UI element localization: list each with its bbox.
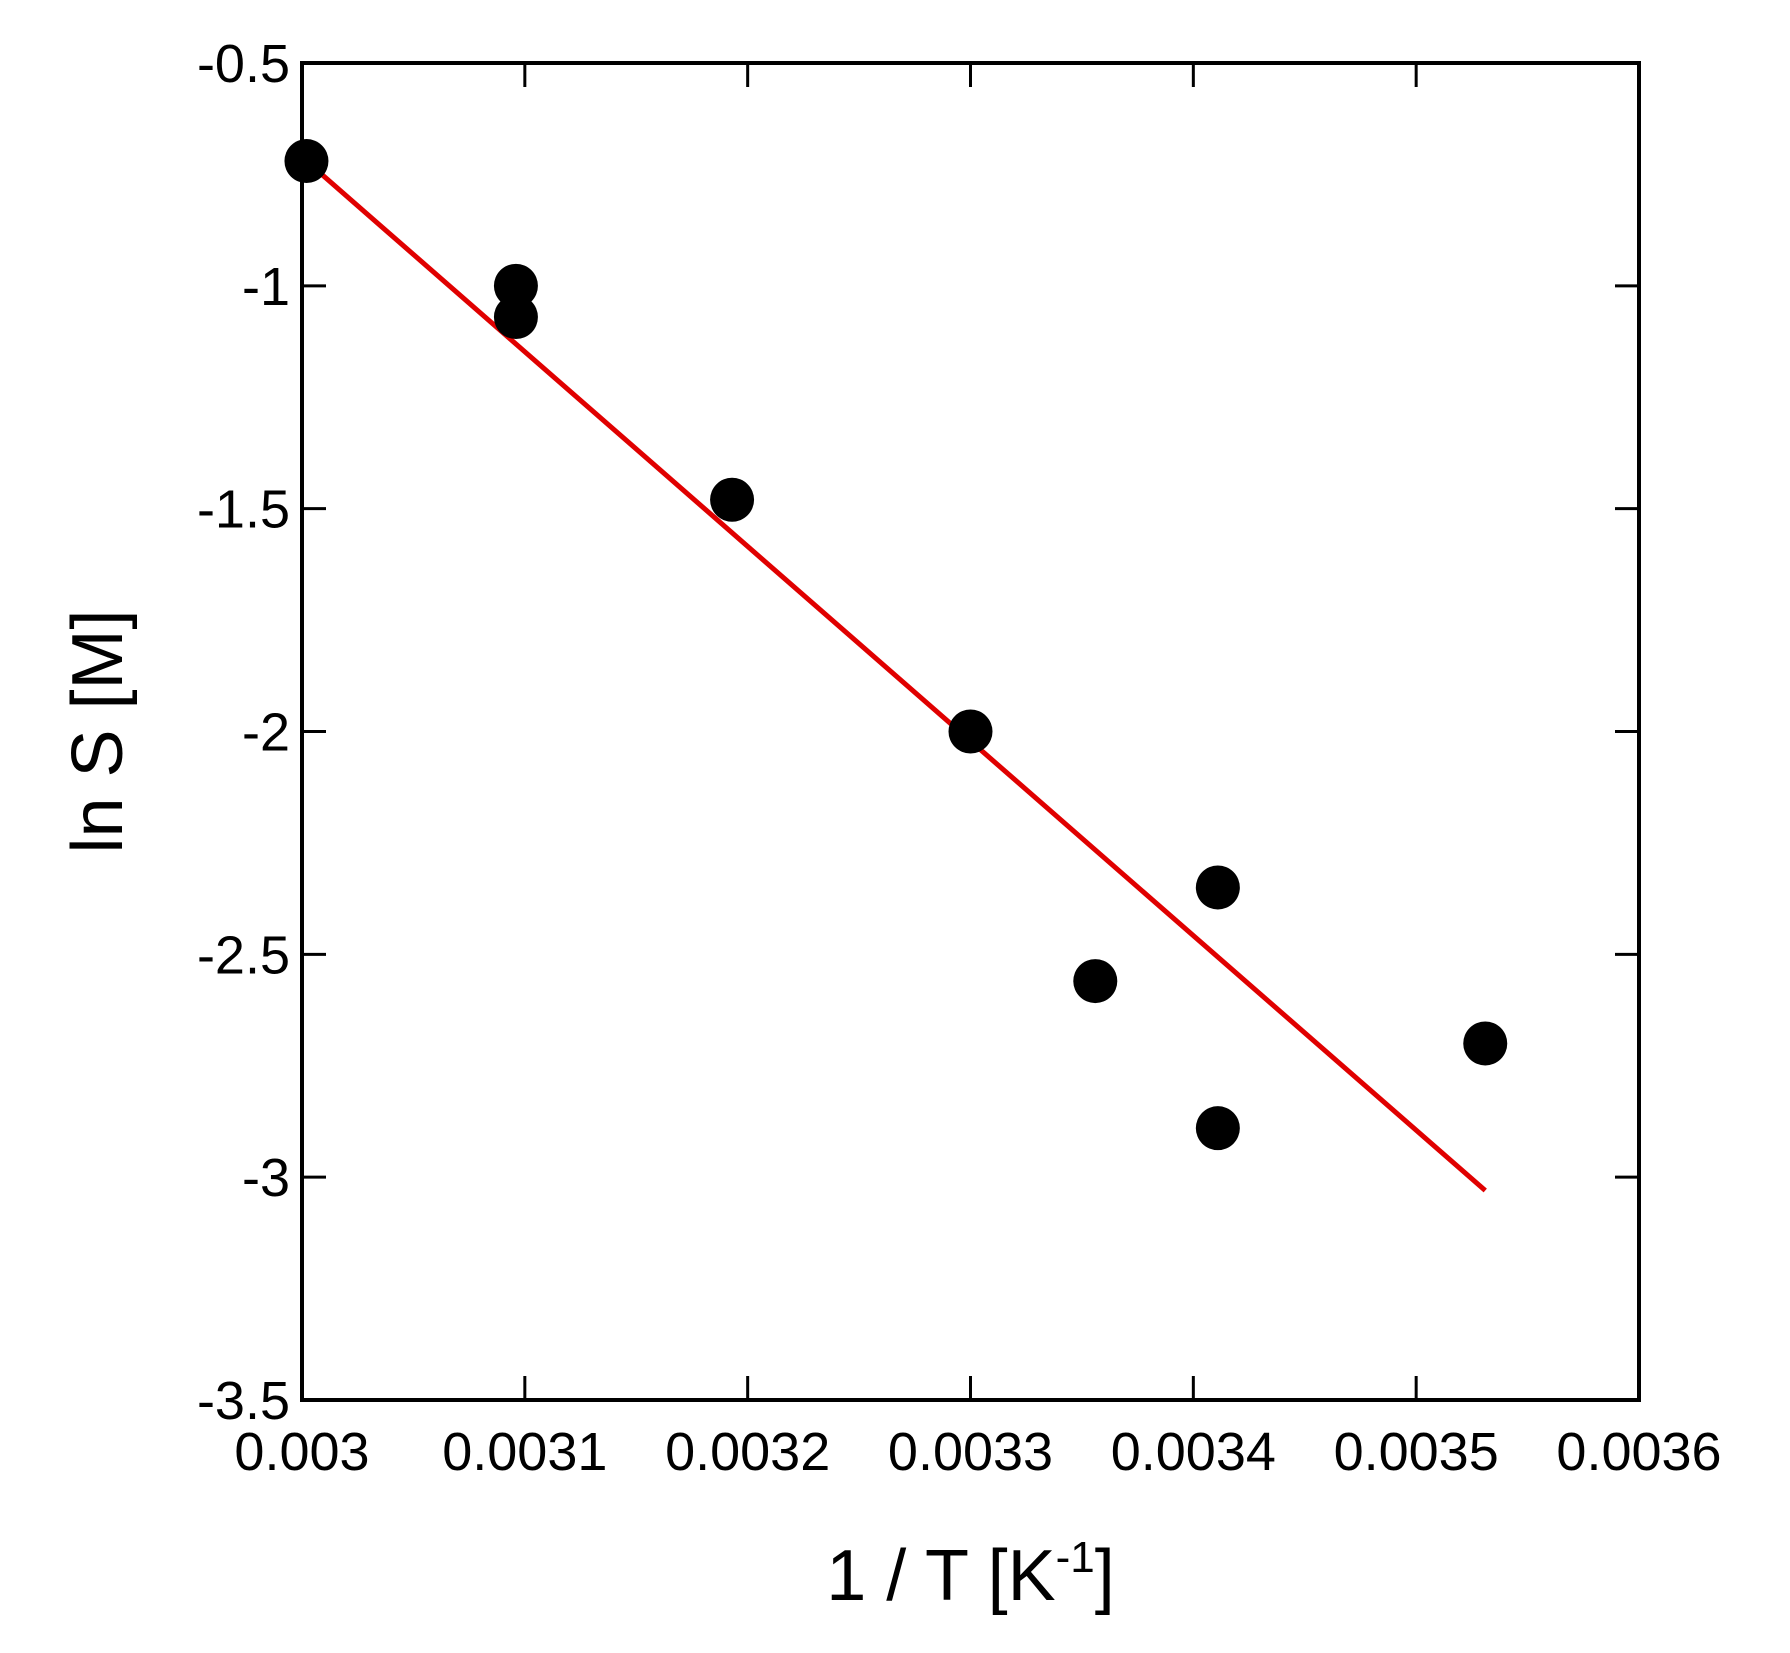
data-point: [1463, 1021, 1508, 1066]
x-tick-label: 0.0036: [1556, 1422, 1721, 1482]
y-tick-label: -2.5: [197, 925, 290, 985]
y-axis-title: ln S [M]: [58, 609, 138, 853]
x-tick-label: 0.003: [234, 1422, 369, 1482]
y-tick-label: -2: [242, 703, 290, 763]
x-tick-label: 0.0035: [1334, 1422, 1499, 1482]
x-axis-title: 1 / T [K-1]: [826, 1533, 1115, 1616]
data-point: [493, 295, 538, 340]
y-tick-label: -3: [242, 1148, 290, 1208]
fit-line: [304, 159, 1487, 1193]
data-point: [948, 709, 993, 754]
series-layer: [284, 139, 1508, 1193]
x-axis-title-superscript: -1: [1056, 1533, 1095, 1582]
y-tick-label: -3.5: [197, 1371, 290, 1431]
data-point: [1195, 1106, 1240, 1151]
plot-frame: [300, 61, 1641, 1402]
x-axis-title-suffix: ]: [1095, 1536, 1115, 1616]
x-tick-label: 0.0034: [1111, 1422, 1276, 1482]
x-axis-title-main: 1 / T [K: [826, 1536, 1055, 1616]
data-point: [1195, 865, 1240, 910]
x-tick-label: 0.0031: [442, 1422, 607, 1482]
data-point: [710, 477, 755, 522]
data-point: [1073, 959, 1118, 1004]
x-tick-label: 0.0033: [888, 1422, 1053, 1482]
data-point: [284, 139, 329, 184]
labels-layer: 0.003 0.0031 0.0032 0.0033 0.0034 0.0035 0.003…: [197, 34, 1722, 1482]
data-point: [493, 263, 538, 308]
x-tick-label: 0.0032: [665, 1422, 830, 1482]
y-tick-label: -1.5: [197, 480, 290, 540]
y-tick-label: -0.5: [197, 34, 290, 94]
y-tick-label: -1: [242, 257, 290, 317]
